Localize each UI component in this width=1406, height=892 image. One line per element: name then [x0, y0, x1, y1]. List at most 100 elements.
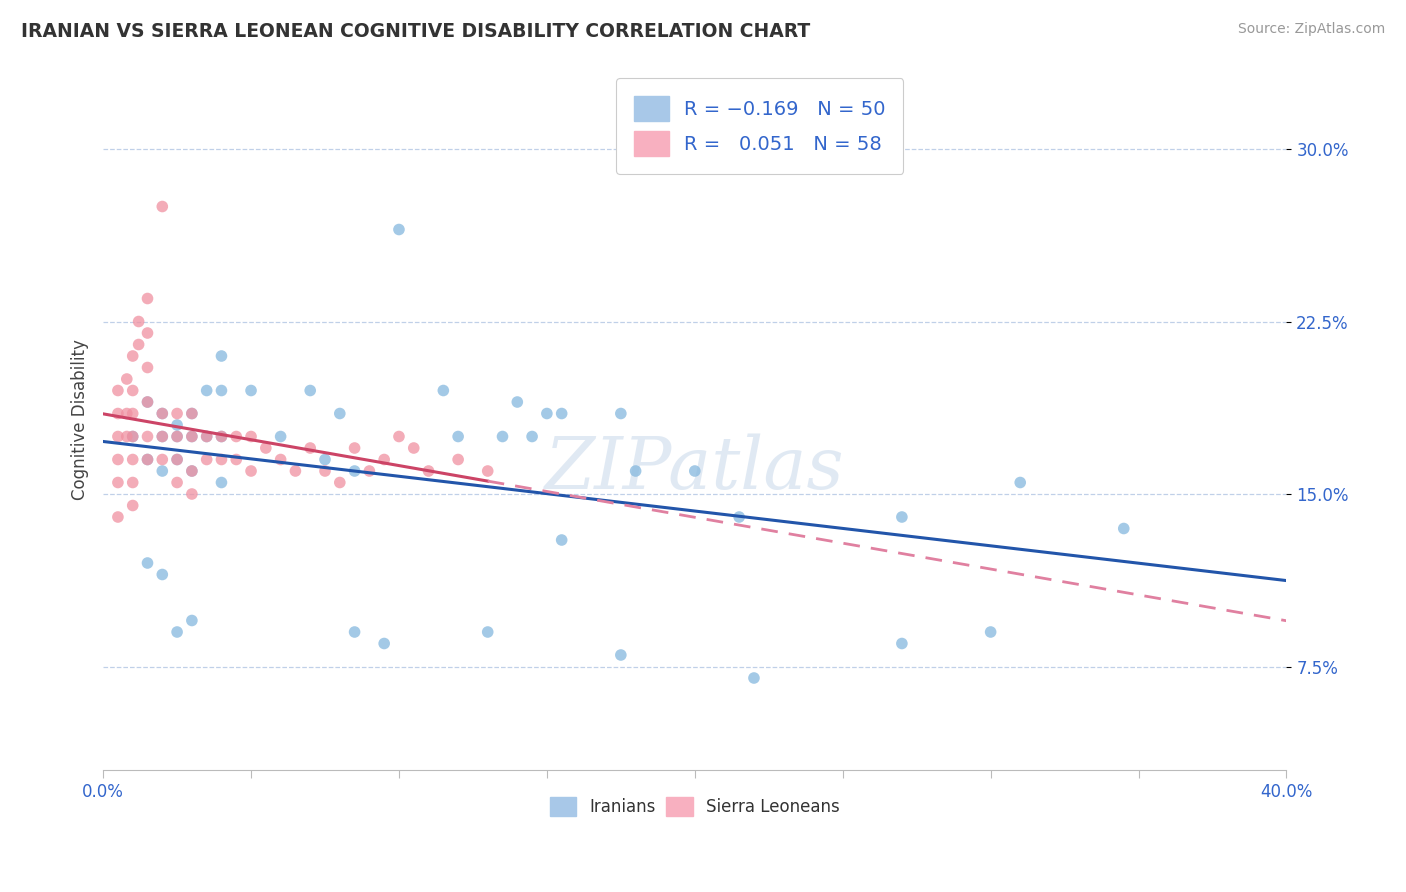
Point	[240, 464, 263, 478]
Point	[195, 452, 218, 467]
Point	[128, 337, 150, 351]
Point	[388, 222, 411, 236]
Point	[284, 464, 307, 478]
Point	[136, 395, 159, 409]
Point	[1010, 475, 1032, 490]
Text: Source: ZipAtlas.com: Source: ZipAtlas.com	[1237, 22, 1385, 37]
Point	[150, 429, 173, 443]
Point	[115, 372, 138, 386]
Point	[477, 464, 499, 478]
Point	[980, 625, 1002, 640]
Point	[314, 464, 336, 478]
Point	[166, 417, 188, 432]
Point	[299, 384, 322, 398]
Point	[136, 326, 159, 340]
Point	[491, 429, 513, 443]
Point	[211, 452, 233, 467]
Point	[373, 452, 395, 467]
Point	[150, 567, 173, 582]
Point	[314, 452, 336, 467]
Point	[550, 533, 572, 547]
Point	[166, 429, 188, 443]
Point	[180, 487, 202, 501]
Point	[211, 384, 233, 398]
Point	[624, 464, 647, 478]
Point	[136, 360, 159, 375]
Point	[418, 464, 440, 478]
Point	[388, 429, 411, 443]
Point	[211, 475, 233, 490]
Point	[728, 510, 751, 524]
Point	[270, 452, 292, 467]
Point	[359, 464, 381, 478]
Point	[121, 429, 143, 443]
Point	[432, 384, 454, 398]
Point	[506, 395, 529, 409]
Point	[211, 429, 233, 443]
Point	[195, 429, 218, 443]
Point	[254, 441, 277, 455]
Point	[270, 429, 292, 443]
Point	[402, 441, 425, 455]
Point	[136, 429, 159, 443]
Point	[180, 464, 202, 478]
Point	[136, 556, 159, 570]
Point	[1112, 521, 1135, 535]
Point	[115, 429, 138, 443]
Point	[150, 407, 173, 421]
Text: IRANIAN VS SIERRA LEONEAN COGNITIVE DISABILITY CORRELATION CHART: IRANIAN VS SIERRA LEONEAN COGNITIVE DISA…	[21, 22, 810, 41]
Point	[107, 452, 129, 467]
Point	[890, 636, 912, 650]
Point	[121, 384, 143, 398]
Point	[329, 407, 352, 421]
Point	[447, 452, 470, 467]
Point	[128, 314, 150, 328]
Point	[447, 429, 470, 443]
Point	[610, 648, 633, 662]
Point	[121, 349, 143, 363]
Point	[211, 349, 233, 363]
Point	[225, 452, 247, 467]
Point	[536, 407, 558, 421]
Point	[890, 510, 912, 524]
Point	[240, 384, 263, 398]
Point	[195, 384, 218, 398]
Point	[107, 384, 129, 398]
Point	[150, 452, 173, 467]
Point	[343, 464, 366, 478]
Point	[166, 407, 188, 421]
Point	[742, 671, 765, 685]
Point	[180, 407, 202, 421]
Point	[136, 452, 159, 467]
Point	[180, 614, 202, 628]
Point	[180, 429, 202, 443]
Text: ZIPatlas: ZIPatlas	[546, 434, 845, 504]
Point	[115, 407, 138, 421]
Point	[343, 625, 366, 640]
Point	[195, 429, 218, 443]
Point	[166, 452, 188, 467]
Point	[329, 475, 352, 490]
Point	[136, 452, 159, 467]
Point	[150, 407, 173, 421]
Point	[107, 510, 129, 524]
Point	[150, 200, 173, 214]
Point	[136, 292, 159, 306]
Point	[166, 429, 188, 443]
Point	[107, 429, 129, 443]
Point	[150, 429, 173, 443]
Point	[477, 625, 499, 640]
Point	[211, 429, 233, 443]
Point	[136, 395, 159, 409]
Y-axis label: Cognitive Disability: Cognitive Disability	[72, 339, 89, 500]
Point	[520, 429, 543, 443]
Point	[121, 475, 143, 490]
Point	[240, 429, 263, 443]
Point	[373, 636, 395, 650]
Point	[180, 407, 202, 421]
Point	[225, 429, 247, 443]
Point	[610, 407, 633, 421]
Point	[107, 475, 129, 490]
Point	[107, 407, 129, 421]
Point	[121, 452, 143, 467]
